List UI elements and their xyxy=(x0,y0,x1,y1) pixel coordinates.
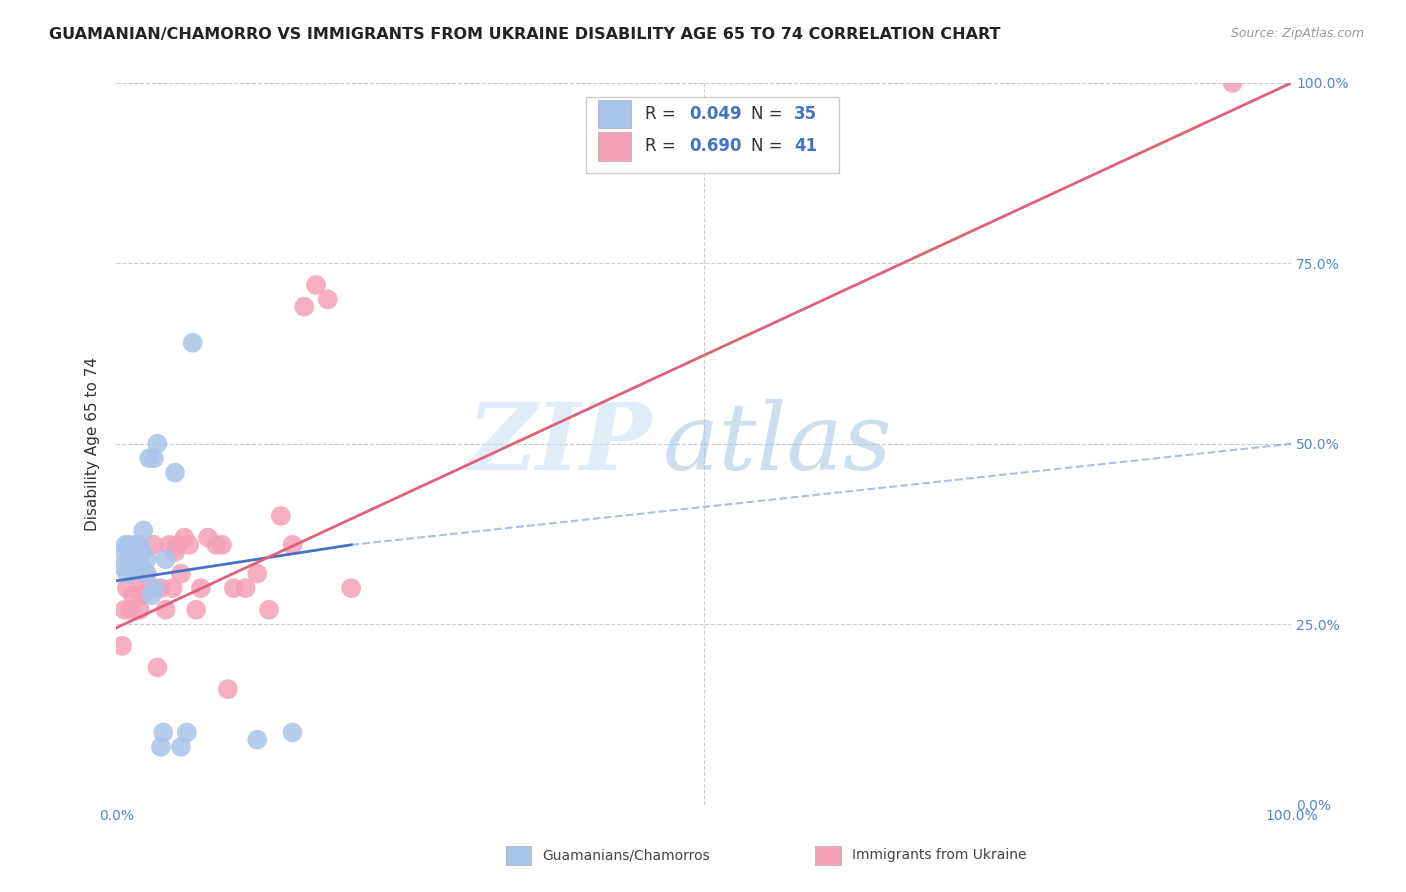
Point xyxy=(270,508,292,523)
Text: 0.690: 0.690 xyxy=(690,137,742,155)
Text: N =: N = xyxy=(751,137,787,155)
Point xyxy=(131,588,153,602)
FancyBboxPatch shape xyxy=(598,132,631,161)
Point xyxy=(122,566,145,581)
Point xyxy=(281,725,304,739)
Point xyxy=(117,552,139,566)
Text: R =: R = xyxy=(645,137,681,155)
Point xyxy=(124,552,146,566)
Point xyxy=(142,538,165,552)
Point xyxy=(176,725,198,739)
Point xyxy=(1222,76,1244,90)
Point xyxy=(246,566,269,581)
Point xyxy=(186,603,208,617)
Point xyxy=(128,552,150,566)
Point xyxy=(127,545,149,559)
Point xyxy=(170,566,193,581)
Point xyxy=(149,581,172,595)
Text: 0.049: 0.049 xyxy=(690,105,742,123)
Point xyxy=(163,545,186,559)
Point xyxy=(149,739,172,754)
Point xyxy=(120,603,142,617)
Point xyxy=(292,300,315,314)
Point xyxy=(128,538,150,552)
Point xyxy=(111,639,134,653)
Point xyxy=(135,566,157,581)
Point xyxy=(190,581,212,595)
Point xyxy=(132,524,155,538)
Point xyxy=(142,451,165,466)
Text: Guamanians/Chamorros: Guamanians/Chamorros xyxy=(543,848,710,863)
Point xyxy=(281,538,304,552)
Point xyxy=(114,545,136,559)
Point xyxy=(115,566,138,581)
Text: R =: R = xyxy=(645,105,681,123)
Point xyxy=(305,278,328,293)
Point xyxy=(129,559,152,574)
Point xyxy=(246,732,269,747)
Point xyxy=(179,538,201,552)
Point xyxy=(155,552,177,566)
Point xyxy=(340,581,363,595)
Point xyxy=(141,581,163,595)
Point xyxy=(120,559,142,574)
Text: ZIP: ZIP xyxy=(467,399,651,489)
Point xyxy=(124,559,146,574)
Point xyxy=(162,581,184,595)
Point xyxy=(134,581,156,595)
FancyBboxPatch shape xyxy=(598,100,631,128)
Point xyxy=(117,538,139,552)
Point xyxy=(135,552,157,566)
Point xyxy=(121,588,143,602)
Point xyxy=(170,739,193,754)
Text: atlas: atlas xyxy=(662,399,893,489)
Point xyxy=(235,581,257,595)
Text: Source: ZipAtlas.com: Source: ZipAtlas.com xyxy=(1230,27,1364,40)
Point xyxy=(128,603,150,617)
Point xyxy=(138,451,160,466)
Point xyxy=(197,531,219,545)
Point xyxy=(115,581,138,595)
Y-axis label: Disability Age 65 to 74: Disability Age 65 to 74 xyxy=(86,357,100,531)
Point xyxy=(135,566,157,581)
Point xyxy=(127,538,149,552)
Point xyxy=(211,538,233,552)
Point xyxy=(143,581,166,595)
Point xyxy=(205,538,228,552)
Point xyxy=(125,552,148,566)
Point xyxy=(128,559,150,574)
Point xyxy=(121,545,143,559)
Point xyxy=(146,660,169,674)
Point xyxy=(181,335,204,350)
Point xyxy=(114,538,136,552)
Point xyxy=(152,725,174,739)
Point xyxy=(166,538,188,552)
Point xyxy=(131,545,153,559)
Point xyxy=(163,466,186,480)
Point xyxy=(141,588,163,602)
Text: N =: N = xyxy=(751,105,787,123)
Point xyxy=(316,293,339,307)
Point xyxy=(121,552,143,566)
Point xyxy=(146,437,169,451)
FancyBboxPatch shape xyxy=(586,97,839,173)
Point xyxy=(257,603,280,617)
Text: 41: 41 xyxy=(794,137,817,155)
Text: Immigrants from Ukraine: Immigrants from Ukraine xyxy=(852,848,1026,863)
Point xyxy=(155,603,177,617)
Text: GUAMANIAN/CHAMORRO VS IMMIGRANTS FROM UKRAINE DISABILITY AGE 65 TO 74 CORRELATIO: GUAMANIAN/CHAMORRO VS IMMIGRANTS FROM UK… xyxy=(49,27,1001,42)
Text: 35: 35 xyxy=(794,105,817,123)
Point xyxy=(222,581,245,595)
Point xyxy=(173,531,195,545)
Point xyxy=(114,603,136,617)
Point xyxy=(157,538,180,552)
Point xyxy=(111,559,134,574)
Point xyxy=(122,538,145,552)
Point xyxy=(217,682,239,697)
